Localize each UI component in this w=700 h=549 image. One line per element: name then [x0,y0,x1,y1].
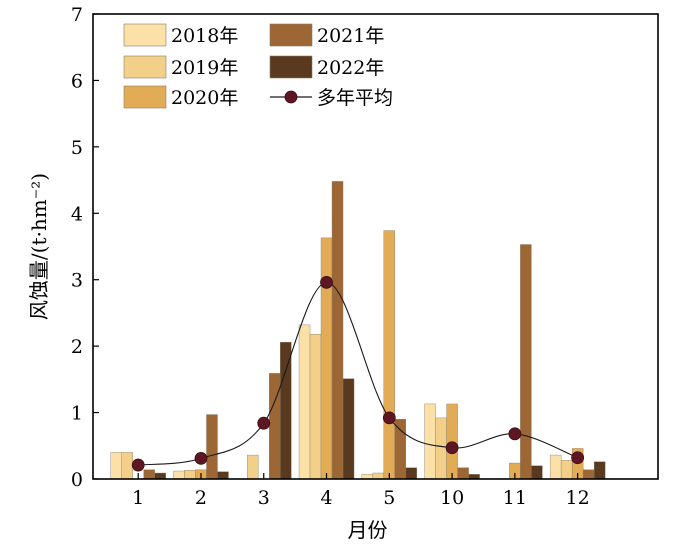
y-tick-label-0: 0 [71,469,83,491]
bar-4-3 [342,378,355,480]
average-point-3 [320,275,333,289]
x-tick-label-4: 5 [383,487,395,509]
x-tick-label-7: 12 [566,487,590,509]
legend-label-3: 2021年 [317,25,384,47]
bar-1-7 [560,460,573,480]
legend-label-4: 2022年 [317,57,384,79]
y-tick-label-7: 7 [71,4,83,26]
average-point-0 [131,458,145,472]
bar-3-5 [457,467,469,480]
bar-4-6 [531,465,543,480]
average-line [138,281,578,466]
y-tick-label-3: 3 [71,270,83,292]
bar-3-2 [269,373,281,480]
x-tick-label-0: 1 [132,487,144,509]
bar-0-3 [298,324,311,480]
average-point-2 [257,416,271,430]
x-tick-label-6: 11 [503,487,527,509]
bar-2-3 [320,237,333,480]
x-tick-label-3: 4 [320,487,332,509]
average-point-4 [382,411,396,425]
legend-label-5: 多年平均 [317,87,393,109]
legend-label-1: 2019年 [171,57,238,79]
legend-swatch-4 [269,55,313,79]
bar-4-0 [154,472,166,480]
bar-3-4 [394,419,407,480]
bar-4-2 [280,341,292,480]
bar-1-5 [435,417,447,480]
x-tick-label-2: 3 [258,487,270,509]
x-tick-label-5: 10 [440,487,464,509]
bar-4-4 [405,467,418,480]
bar-3-1 [206,414,218,480]
bar-4-7 [593,461,606,480]
bar-2-4 [383,230,396,480]
plot-frame [92,13,659,480]
bar-0-0 [110,452,122,480]
average-point-1 [194,452,208,465]
y-tick-label-5: 5 [71,137,83,159]
bar-1-4 [372,472,385,480]
average-point-7 [571,451,585,465]
legend-marker-5 [284,90,298,104]
y-tick-label-1: 1 [71,403,83,425]
average-point-6 [508,427,522,441]
bar-0-1 [173,470,185,480]
y-tick-label-4: 4 [71,203,83,225]
x-axis-title: 月份 [348,518,388,542]
y-tick-label-6: 6 [71,70,83,92]
y-tick-label-2: 2 [71,336,83,358]
bar-3-3 [331,181,344,480]
bar-4-1 [217,471,229,480]
y-axis-title: 风蚀量/(t·hm⁻²) [27,173,51,320]
bar-1-0 [121,452,133,480]
legend-swatch-0 [123,23,167,47]
bar-1-3 [309,333,322,480]
legend-label-2: 2020年 [171,87,238,109]
bar-0-5 [424,403,436,480]
bar-0-7 [549,454,562,480]
legend-swatch-3 [269,23,313,47]
bar-1-1 [184,470,196,480]
legend-label-0: 2018年 [171,25,238,47]
legend-swatch-2 [123,85,167,109]
bar-3-6 [520,244,532,480]
average-point-5 [445,441,459,455]
bar-3-0 [143,469,155,480]
legend-swatch-1 [123,55,167,79]
x-tick-label-1: 2 [195,487,207,509]
bar-3-7 [582,469,595,480]
bar-1-2 [247,454,259,480]
